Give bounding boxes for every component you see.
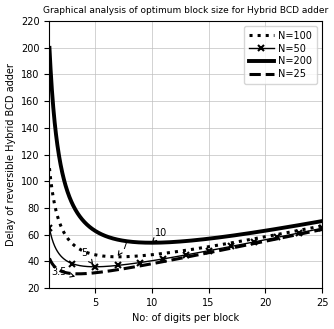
- Text: 5: 5: [81, 248, 93, 264]
- Legend: N=100, N=50, N=200, N=25: N=100, N=50, N=200, N=25: [244, 26, 317, 84]
- X-axis label: No: of digits per block: No: of digits per block: [132, 314, 239, 323]
- Text: 10: 10: [153, 228, 167, 242]
- Text: 3.5: 3.5: [52, 267, 74, 277]
- Text: 7: 7: [118, 241, 127, 255]
- Y-axis label: Delay of reversible Hybrid BCD adder: Delay of reversible Hybrid BCD adder: [6, 63, 16, 246]
- Title: Graphical analysis of optimum block size for Hybrid BCD adder: Graphical analysis of optimum block size…: [43, 6, 328, 14]
